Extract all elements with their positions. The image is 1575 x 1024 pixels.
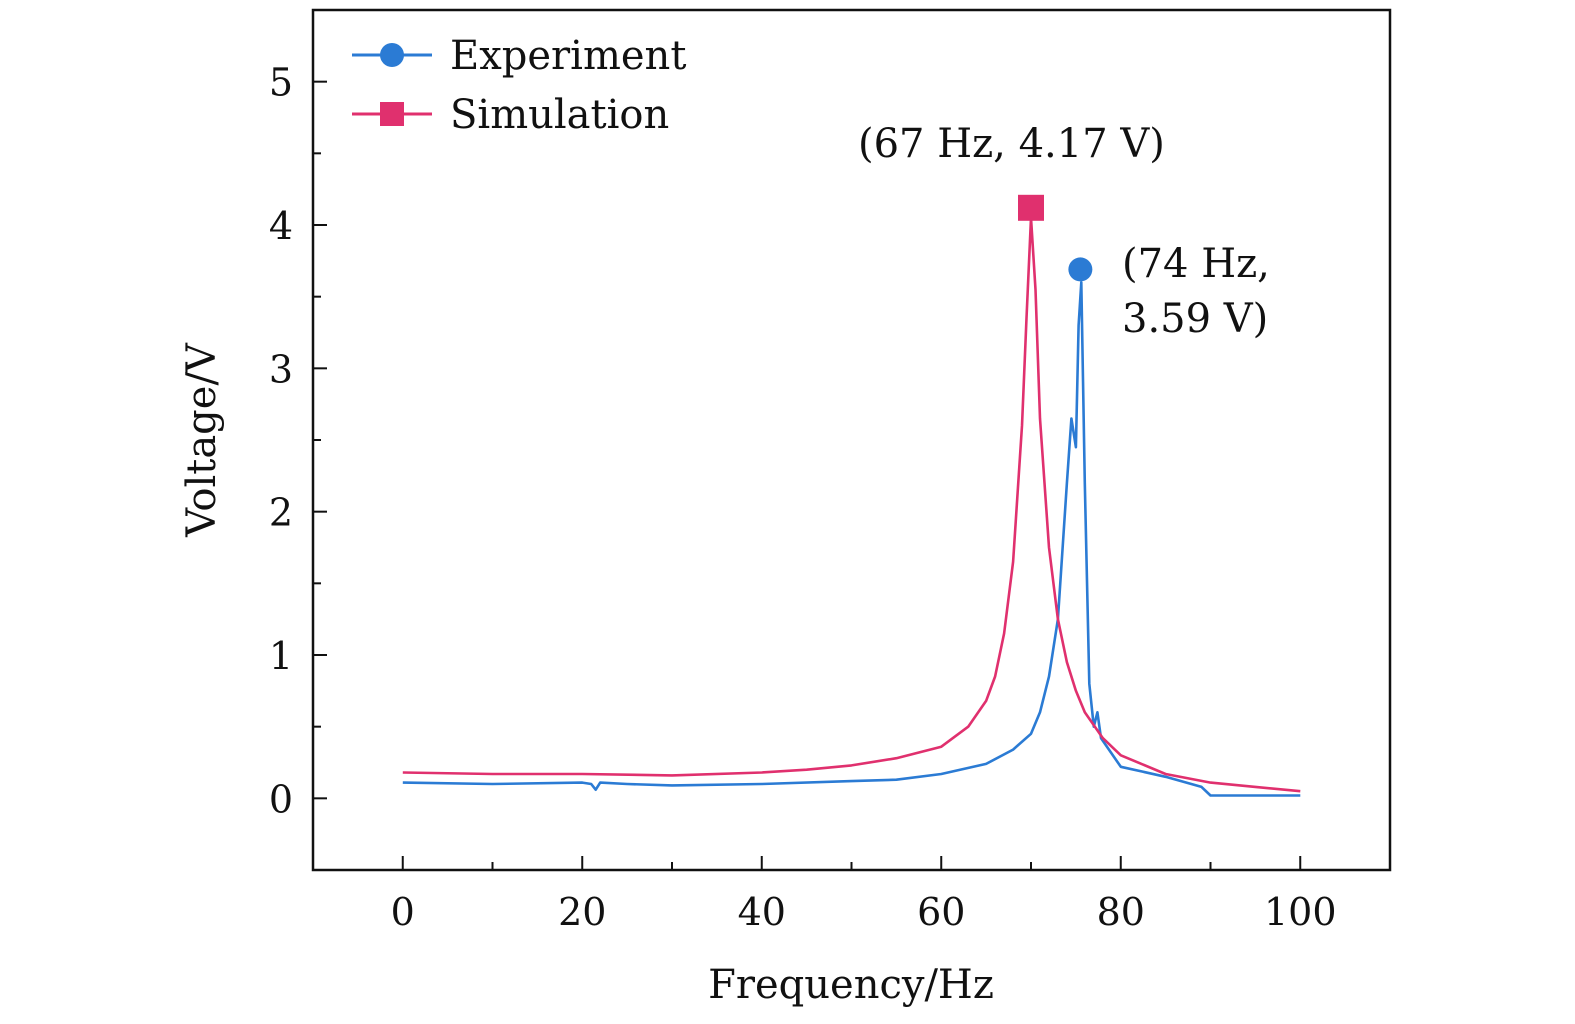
simulation-series-line	[402, 216, 1301, 793]
y-axis: 0 1 2 3 4 5	[269, 61, 327, 821]
legend-experiment-marker	[380, 43, 404, 67]
experiment-peak-annotation-line1: (74 Hz,	[1122, 241, 1270, 287]
experiment-peak-marker	[1068, 257, 1093, 282]
x-tick-label: 40	[738, 890, 786, 934]
legend-simulation-label: Simulation	[450, 92, 669, 138]
simulation-peak-marker	[1018, 194, 1044, 221]
y-tick-label: 5	[269, 61, 293, 105]
series-layer	[402, 194, 1301, 797]
plot-frame	[311, 8, 1392, 872]
x-tick-label: 20	[558, 890, 606, 934]
y-tick-label: 1	[269, 634, 293, 678]
x-tick-label: 0	[391, 890, 415, 934]
simulation-peak-annotation: (67 Hz, 4.17 V)	[858, 121, 1165, 167]
x-tick-label: 60	[917, 890, 965, 934]
y-tick-label: 4	[269, 204, 293, 248]
experiment-peak-annotation-line2: 3.59 V)	[1122, 296, 1268, 342]
legend: Experiment Simulation	[352, 33, 686, 138]
x-tick-label: 100	[1264, 890, 1337, 934]
legend-experiment-label: Experiment	[450, 33, 686, 79]
x-tick-label: 80	[1097, 890, 1145, 934]
y-tick-label: 2	[269, 491, 293, 535]
x-axis: 0 20 40 60 80 100	[391, 856, 1337, 934]
y-tick-label: 0	[269, 777, 293, 821]
y-tick-label: 3	[269, 347, 293, 391]
x-axis-title: Frequency/Hz	[708, 962, 994, 1008]
legend-simulation-marker	[380, 102, 404, 126]
experiment-series-line	[402, 280, 1301, 797]
y-axis-title: Voltage/V	[179, 342, 225, 538]
